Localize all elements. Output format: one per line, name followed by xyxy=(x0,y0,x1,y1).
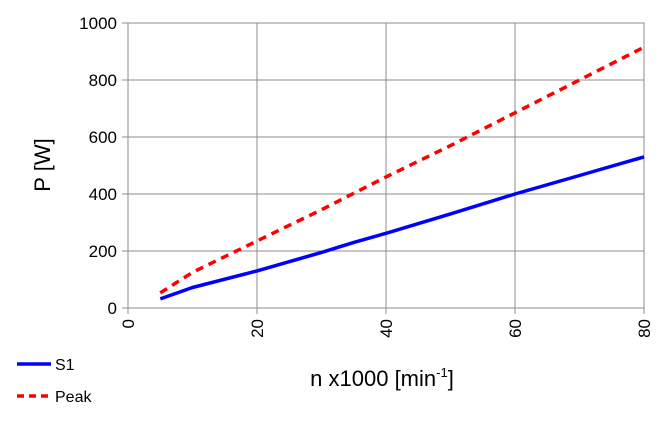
y-axis-title: P [W] xyxy=(30,138,55,191)
y-tick-label-1: 200 xyxy=(89,242,117,261)
grid xyxy=(127,22,645,309)
y-axis-ticks: 0 200 400 600 800 1000 xyxy=(79,14,128,318)
x-axis-title: n x1000 [min-1] xyxy=(310,365,454,391)
series-line-peak xyxy=(159,45,645,295)
series-lines xyxy=(159,45,645,301)
legend: S1 Peak xyxy=(17,357,92,406)
legend-label-s1: S1 xyxy=(55,357,75,374)
x-axis-title-main: n x1000 [min xyxy=(310,366,436,391)
x-tick-label-2: 40 xyxy=(377,319,396,338)
y-tick-label-5: 1000 xyxy=(79,14,117,33)
y-tick-label-3: 600 xyxy=(89,128,117,147)
x-axis-title-end: ] xyxy=(448,366,454,391)
series-line-s1 xyxy=(159,155,645,301)
x-axis-title-sup: -1 xyxy=(436,365,448,380)
legend-label-peak: Peak xyxy=(55,389,92,406)
x-tick-label-0: 0 xyxy=(119,319,138,328)
x-tick-label-1: 20 xyxy=(248,319,267,338)
x-tick-label-4: 80 xyxy=(635,319,654,338)
x-tick-label-3: 60 xyxy=(506,319,525,338)
y-tick-label-2: 400 xyxy=(89,185,117,204)
x-axis-ticks: 0 20 40 60 80 xyxy=(119,308,654,338)
y-tick-label-0: 0 xyxy=(108,299,117,318)
y-tick-label-4: 800 xyxy=(89,71,117,90)
